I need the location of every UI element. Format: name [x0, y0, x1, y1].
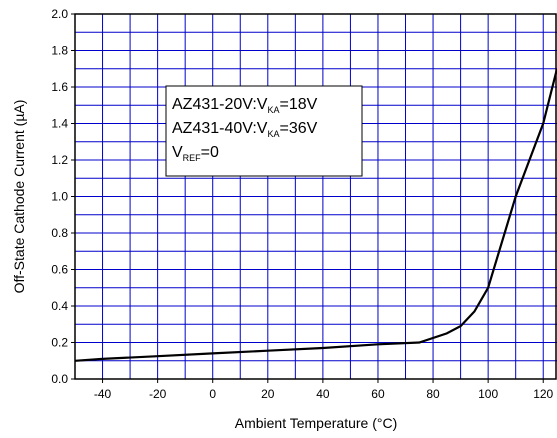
- x-tick-label: 120: [533, 387, 553, 401]
- x-axis-label: Ambient Temperature (°C): [235, 415, 398, 431]
- legend-entry-main: AZ431-40V:V: [172, 120, 268, 137]
- y-axis-label: Off-State Cathode Current (µA): [11, 100, 27, 294]
- x-axis: -40 -20 0 20 40 60 80 100 120: [94, 379, 554, 401]
- y-tick-label: 0.8: [51, 226, 68, 240]
- x-tick-label: 60: [371, 387, 385, 401]
- y-tick-label: 0.4: [51, 299, 68, 313]
- y-tick-label: 1.0: [51, 190, 68, 204]
- legend-box: [165, 85, 363, 177]
- y-tick-label: 0.0: [51, 372, 68, 386]
- x-tick-label: 100: [478, 387, 498, 401]
- legend-entry-tail: =0: [201, 144, 219, 161]
- y-tick-label: 1.2: [51, 153, 68, 167]
- x-tick-label: -20: [149, 387, 167, 401]
- grid: [75, 14, 557, 379]
- legend-entry: VREF=0: [172, 144, 219, 163]
- legend-entry-sub: KA: [267, 105, 279, 115]
- legend-entry-sub: KA: [267, 129, 279, 139]
- legend-entry: AZ431-40V:VKA=36V: [172, 120, 318, 139]
- legend-entry-tail: =18V: [279, 96, 317, 113]
- series-line: [74, 68, 557, 362]
- y-tick-label: 0.2: [51, 336, 68, 350]
- y-tick-label: 1.6: [51, 80, 68, 94]
- x-tick-label: 20: [261, 387, 275, 401]
- x-tick-label: -40: [94, 387, 112, 401]
- legend-entry: AZ431-20V:VKA=18V: [172, 96, 318, 115]
- y-axis: 0.0 0.2 0.4 0.6 0.8 1.0 1.2 1.4 1.6 1.8 2.0: [51, 7, 75, 386]
- y-tick-label: 1.8: [51, 44, 68, 58]
- legend-entry-main: AZ431-20V:V: [172, 96, 268, 113]
- legend-entry-sub: REF: [183, 153, 202, 163]
- y-tick-label: 0.6: [51, 263, 68, 277]
- legend-entry-main: V: [172, 144, 183, 161]
- x-tick-label: 0: [209, 387, 216, 401]
- y-tick-label: 1.4: [51, 117, 68, 131]
- x-tick-label: 40: [316, 387, 330, 401]
- y-tick-label: 2.0: [51, 7, 68, 21]
- x-tick-label: 80: [426, 387, 440, 401]
- legend-entry-tail: =36V: [279, 120, 317, 137]
